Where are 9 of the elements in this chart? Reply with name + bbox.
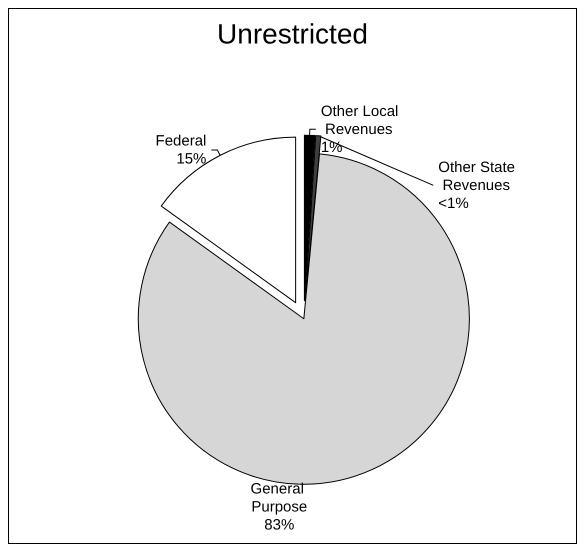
data-label: <1% (438, 194, 469, 212)
slice-label: Other State Revenues (438, 158, 515, 194)
slice-label: Federal (156, 132, 206, 150)
slice-label: Other Local Revenues (320, 102, 398, 138)
data-label: 1% (320, 138, 343, 156)
data-label: 15% (176, 150, 206, 168)
data-label: 83% (264, 516, 294, 534)
chart-title: Unrestricted (217, 18, 368, 50)
slice-label: General Purpose (250, 480, 308, 516)
